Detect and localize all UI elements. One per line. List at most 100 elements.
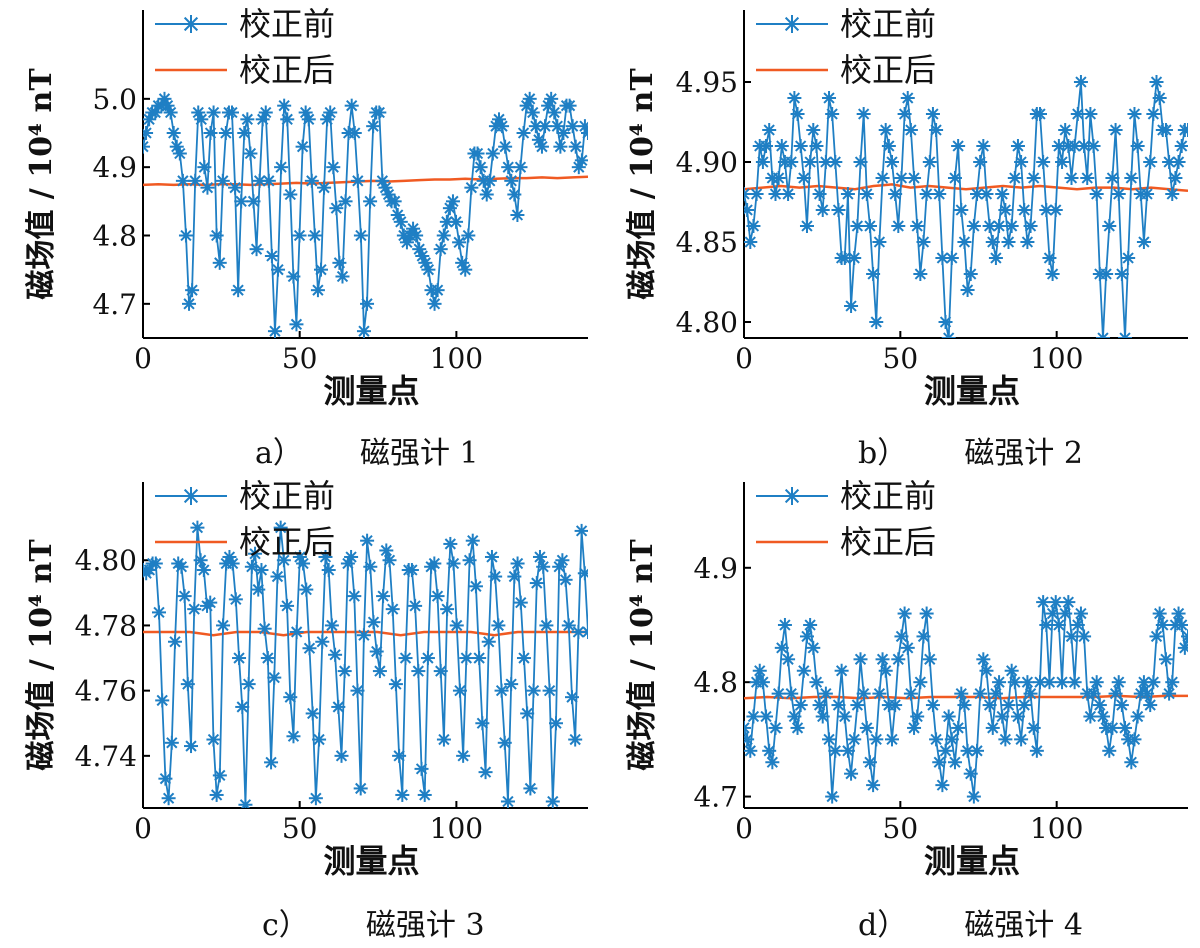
data-point-before — [744, 187, 751, 201]
data-point-before — [555, 553, 570, 568]
data-point-before — [922, 155, 937, 169]
data-point-before — [809, 675, 824, 690]
data-point-before — [305, 706, 320, 721]
data-point-before — [998, 203, 1013, 217]
data-point-before — [982, 698, 997, 713]
data-point-before — [379, 543, 394, 558]
data-point-before — [321, 563, 336, 578]
data-point-before — [897, 606, 912, 621]
data-point-before — [925, 698, 940, 713]
series-line-before — [744, 81, 1188, 338]
data-point-before — [850, 219, 865, 233]
caption-c-text: 磁强计 3 — [365, 908, 485, 943]
data-point-before — [998, 732, 1013, 747]
data-point-before — [1149, 629, 1164, 644]
data-point-before — [755, 675, 770, 690]
data-point-before — [787, 709, 802, 724]
data-point-before — [318, 549, 333, 564]
data-point-before — [1064, 171, 1079, 185]
data-point-before — [1162, 686, 1177, 701]
data-point-before — [1158, 123, 1173, 137]
data-point-before — [430, 589, 445, 604]
data-point-before — [1089, 187, 1104, 201]
data-point-before — [992, 219, 1007, 233]
data-point-before — [925, 107, 940, 121]
data-point-before — [1048, 203, 1063, 217]
x-axis-label: 测量点 — [924, 842, 1020, 880]
data-point-before — [326, 160, 341, 175]
data-point-before — [500, 794, 515, 808]
data-point-before — [267, 670, 282, 685]
data-point-before — [482, 173, 497, 188]
data-point-before — [254, 563, 269, 578]
data-point-before — [1124, 755, 1139, 770]
data-point-before — [1086, 139, 1101, 153]
data-point-before — [498, 139, 513, 154]
y-tick-label: 4.85 — [676, 226, 738, 259]
data-point-before — [481, 634, 496, 649]
data-point-before — [966, 789, 981, 804]
data-point-before — [913, 267, 928, 281]
data-point-before — [452, 235, 467, 250]
data-point-before — [398, 651, 413, 666]
data-point-before — [1086, 686, 1101, 701]
data-point-before — [803, 155, 818, 169]
data-point-before — [803, 617, 818, 632]
data-point-before — [542, 683, 557, 698]
data-point-before — [744, 235, 758, 249]
data-point-before — [885, 732, 899, 747]
data-point-before — [271, 262, 286, 277]
data-point-before — [273, 520, 288, 535]
data-point-before — [238, 797, 253, 808]
data-point-before — [793, 698, 808, 713]
data-point-before — [1070, 107, 1085, 121]
data-point-before — [206, 105, 221, 120]
data-point-before — [762, 743, 777, 758]
legend-label-after: 校正后 — [239, 51, 335, 89]
data-point-before — [1020, 235, 1035, 249]
x-tick-label: 100 — [1030, 342, 1083, 375]
data-point-before — [872, 235, 887, 249]
series-line-after — [744, 183, 1188, 193]
data-point-before — [762, 123, 777, 137]
x-tick-label: 50 — [883, 812, 919, 845]
data-point-before — [1092, 698, 1107, 713]
data-point-before — [1026, 720, 1041, 735]
data-point-before — [1111, 187, 1126, 201]
data-point-before — [847, 251, 862, 265]
data-point-before — [869, 315, 884, 329]
series-line-after — [143, 175, 588, 187]
data-point-before — [771, 686, 786, 701]
data-point-before — [1146, 675, 1161, 690]
data-point-before — [985, 720, 1000, 735]
data-point-before — [197, 160, 212, 175]
data-point-before — [1174, 139, 1188, 153]
data-point-before — [935, 778, 950, 793]
data-point-before — [1105, 720, 1120, 735]
chart-panel-c: 0 50 100 4.74 4.76 4.78 4.80 测量点 磁场值 / 10⁴ nT 校正前… — [24, 477, 588, 880]
data-point-before — [427, 296, 442, 311]
data-point-before — [465, 533, 480, 548]
data-point-before — [1102, 743, 1117, 758]
x-tick-label: 100 — [430, 812, 483, 845]
data-point-before — [539, 618, 554, 633]
data-point-before — [973, 686, 988, 701]
data-point-before — [910, 219, 925, 233]
data-point-before — [310, 283, 325, 298]
data-point-before — [172, 146, 187, 161]
data-point-before — [900, 91, 915, 105]
data-point-before — [815, 203, 830, 217]
data-point-before — [252, 173, 267, 188]
data-point-before — [1165, 675, 1180, 690]
data-point-before — [1143, 698, 1158, 713]
y-tick-label: 4.8 — [693, 666, 738, 699]
data-point-before — [995, 187, 1010, 201]
data-point-before — [796, 171, 811, 185]
data-point-before — [532, 549, 547, 564]
data-point-before — [951, 720, 966, 735]
data-point-before — [828, 155, 843, 169]
data-point-before — [261, 173, 276, 188]
x-tick-label: 100 — [1030, 812, 1083, 845]
data-point-before — [822, 732, 837, 747]
